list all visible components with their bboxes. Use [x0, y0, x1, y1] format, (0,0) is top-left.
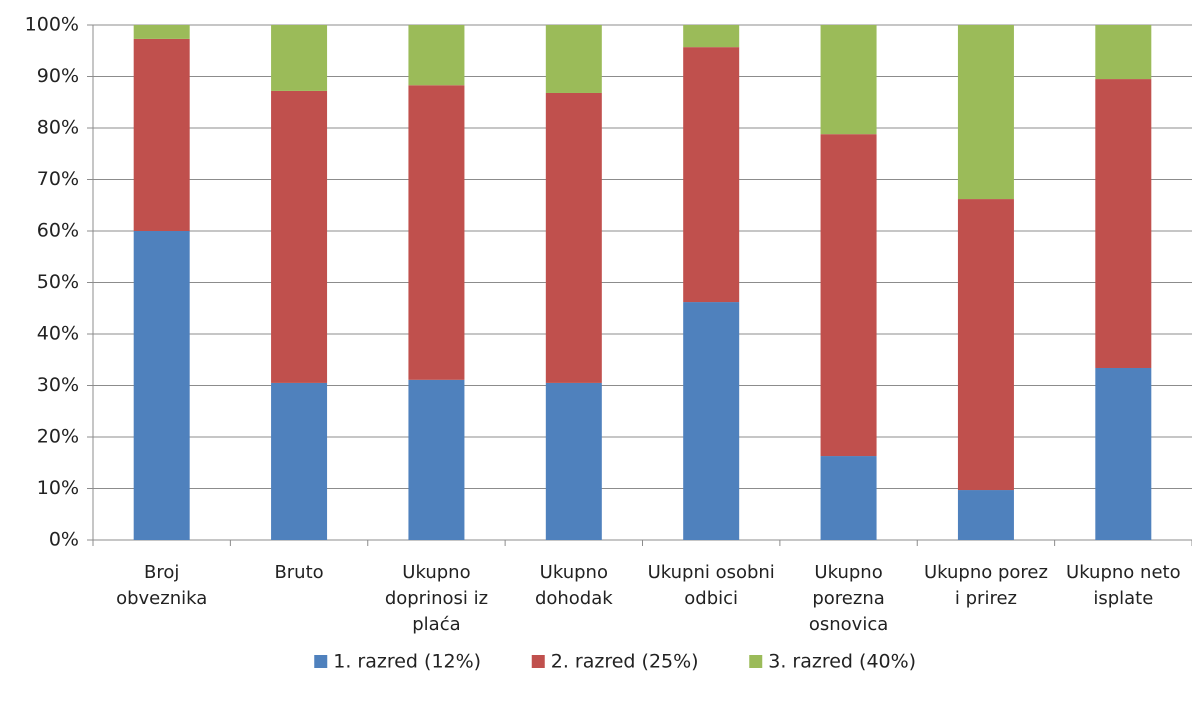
y-tick-label: 20%	[37, 426, 79, 448]
bar-segment	[133, 25, 190, 39]
x-tick-label: Ukupno dohodak	[534, 562, 613, 609]
bar-segment	[408, 85, 465, 380]
bar-segment	[683, 47, 740, 303]
legend-label: 2. razred (25%)	[551, 651, 699, 673]
bar-segment	[820, 456, 877, 540]
bar-segment	[683, 302, 740, 540]
bar-segment	[408, 379, 465, 540]
y-tick-label: 70%	[37, 168, 79, 190]
bar-segment	[957, 490, 1014, 540]
bar-segment	[545, 92, 602, 383]
x-tick-label: Ukupno porezna osnovica	[808, 562, 889, 635]
legend-swatch	[749, 655, 763, 668]
x-tick-label: Broj obveznika	[116, 562, 208, 609]
bar-segment	[1095, 79, 1152, 368]
y-tick-label: 90%	[37, 65, 79, 87]
x-tick-label: Ukupni osobni odbici	[647, 562, 775, 609]
legend-swatch	[314, 655, 328, 668]
bar-segment	[545, 382, 602, 540]
y-tick-label: 30%	[37, 374, 79, 396]
y-tick-label: 50%	[37, 271, 79, 293]
legend-label: 1. razred (12%)	[333, 651, 481, 673]
y-tick-label: 10%	[37, 477, 79, 499]
bar-segment	[1095, 367, 1152, 540]
bar-segment	[820, 25, 877, 135]
y-tick-label: 100%	[25, 14, 79, 36]
bar-segment	[271, 25, 328, 91]
bar-segment	[271, 90, 328, 383]
bar-segment	[820, 134, 877, 457]
bar-segment	[545, 25, 602, 93]
legend-label: 3. razred (40%)	[768, 651, 916, 673]
y-tick-label: 40%	[37, 323, 79, 345]
bar-segment	[271, 382, 328, 540]
x-tick-label: Ukupno neto isplate	[1066, 562, 1181, 609]
bar-segment	[133, 231, 190, 540]
bar-segment	[957, 25, 1014, 200]
x-tick-label: Ukupno porez i prirez	[923, 562, 1048, 609]
bar-segment	[133, 38, 190, 231]
x-tick-label: Ukupno doprinosi iz plaća	[384, 562, 489, 635]
bar-segment	[957, 199, 1014, 491]
bar-segment	[408, 25, 465, 86]
y-tick-label: 60%	[37, 220, 79, 242]
y-tick-label: 80%	[37, 117, 79, 139]
bar-segment	[683, 25, 740, 48]
legend-swatch	[531, 655, 545, 668]
bar-segment	[1095, 25, 1152, 80]
y-tick-label: 0%	[49, 529, 79, 551]
x-tick-label: Bruto	[274, 562, 324, 583]
